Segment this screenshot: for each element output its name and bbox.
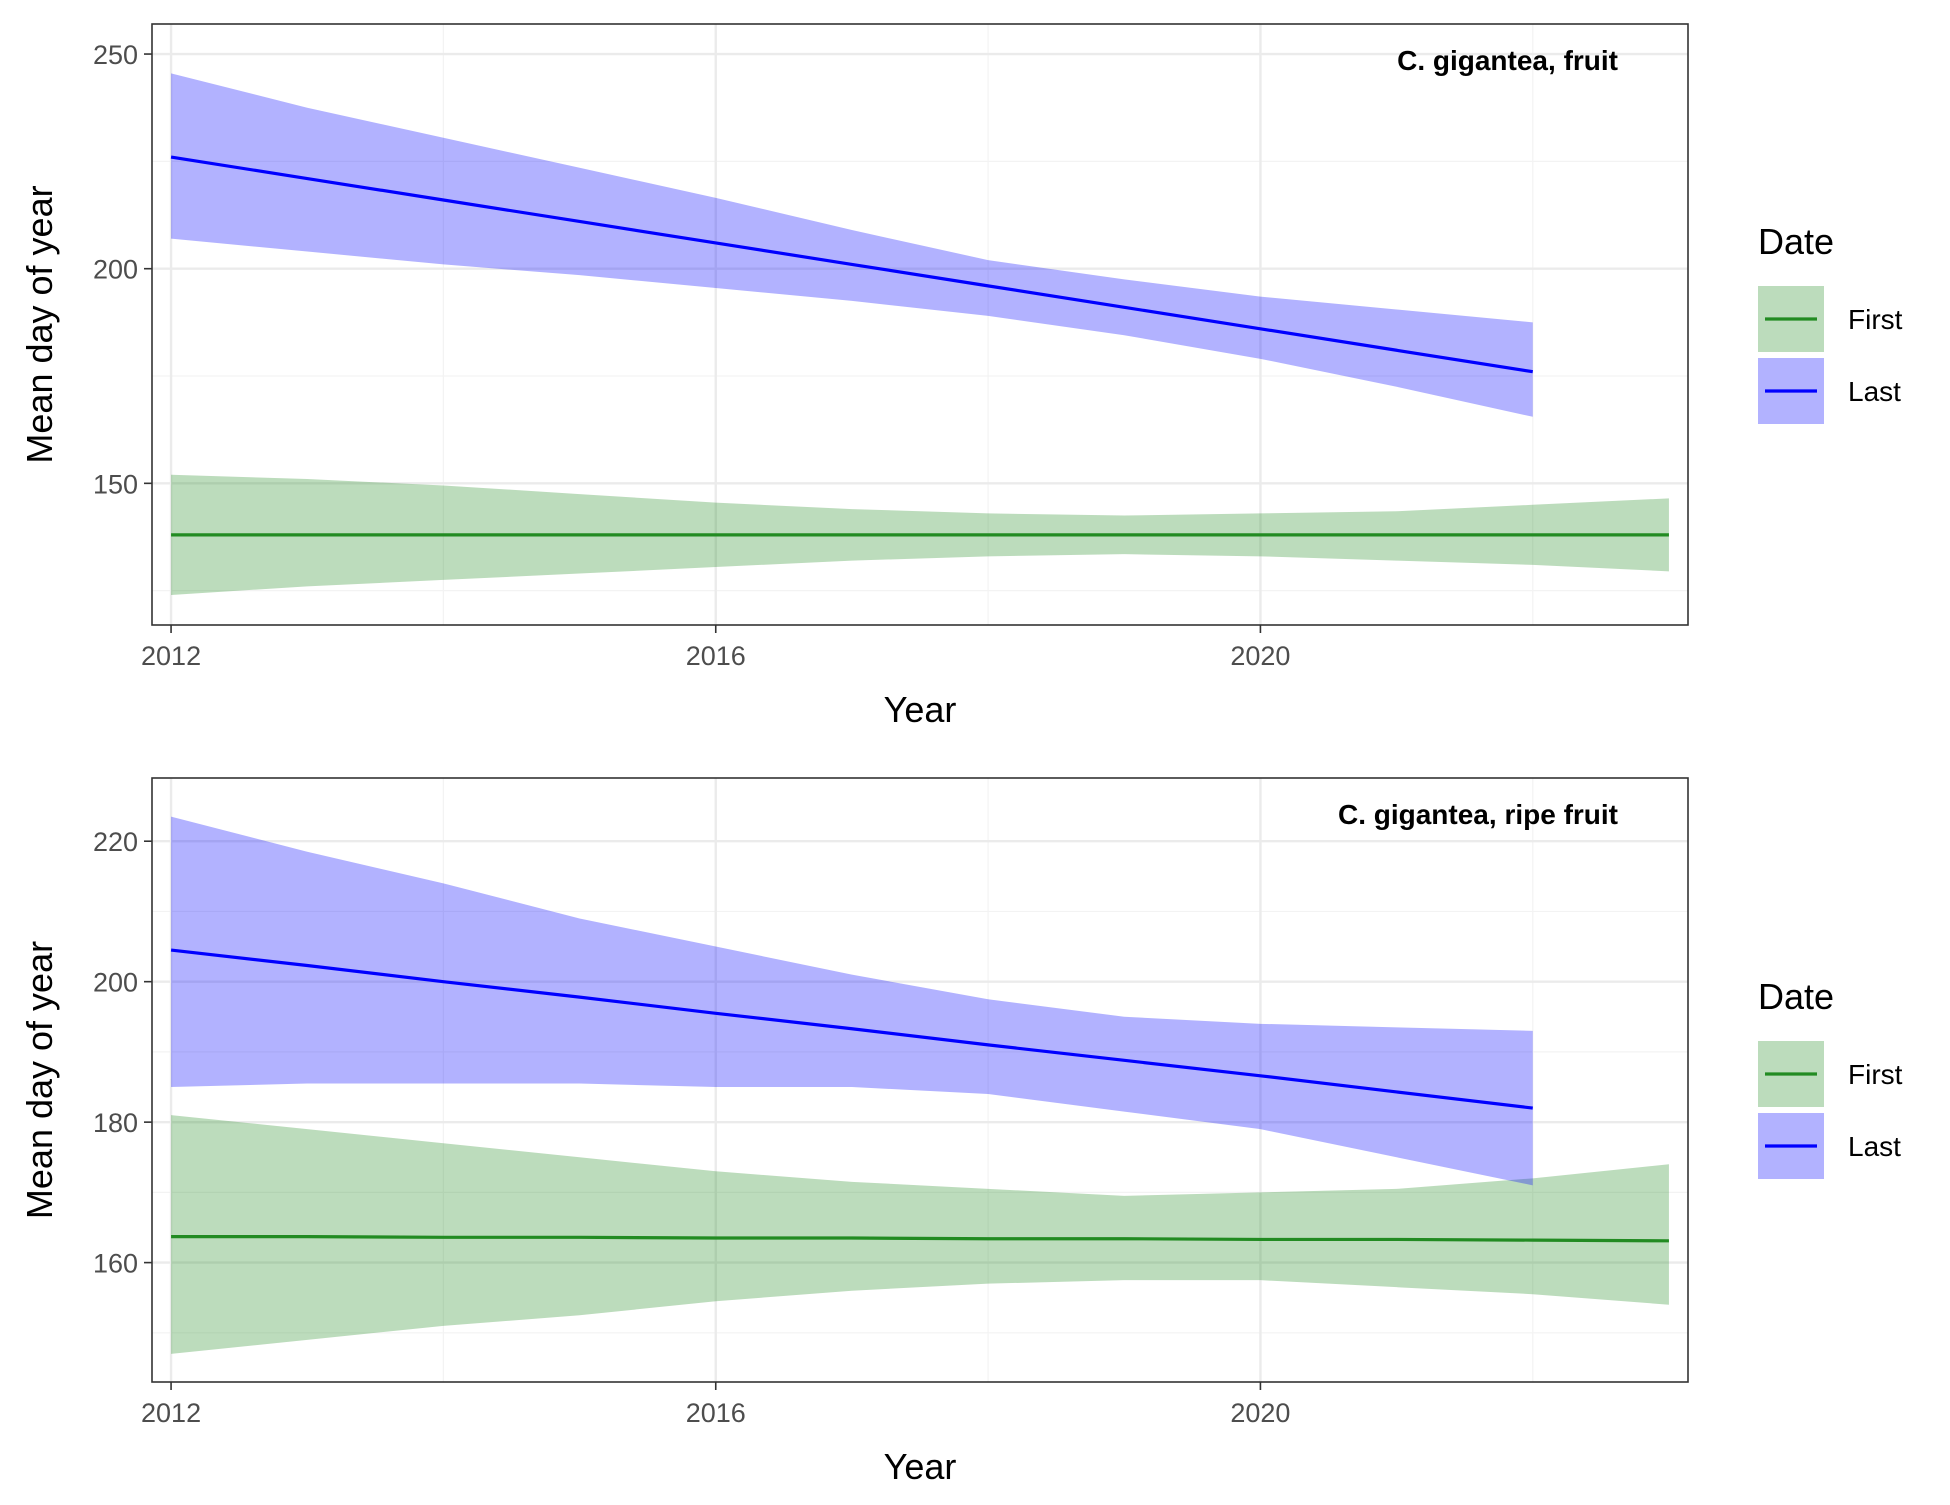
legend-title: Date (1758, 221, 1834, 262)
panel-title: C. gigantea, fruit (1397, 45, 1618, 76)
legend-label-last: Last (1848, 376, 1901, 407)
legend-label-last: Last (1848, 1131, 1901, 1162)
x-tick-label: 2012 (141, 1398, 201, 1428)
panel-border (151, 23, 1689, 626)
panel-2: 2012 2016 2020 160 180 200 220 Year Mean day of … (19, 777, 1903, 1487)
y-tick-label: 220 (93, 827, 138, 857)
grid (152, 778, 1688, 1382)
series-line-first (171, 1235, 1669, 1243)
y-tick-label: 180 (93, 1108, 138, 1138)
y-tick-label: 200 (93, 255, 138, 285)
legend: Date First Last (1758, 221, 1903, 424)
confidence-band-first (171, 1115, 1669, 1354)
confidence-band-last (171, 73, 1533, 417)
series-line-last (170, 948, 1533, 1110)
legend-title: Date (1758, 976, 1834, 1017)
x-axis-title: Year (884, 1446, 957, 1487)
x-tick-label: 2020 (1230, 1398, 1290, 1428)
grid (152, 24, 1688, 625)
legend: Date First Last (1758, 976, 1903, 1179)
x-axis-title: Year (884, 689, 957, 730)
legend-label-first: First (1848, 304, 1903, 335)
panel-1: 2012 2016 2020 150 200 250 Year Mean day of yea… (19, 23, 1903, 730)
x-tick-label: 2020 (1230, 641, 1290, 671)
panel-title: C. gigantea, ripe fruit (1338, 799, 1618, 830)
y-tick-label: 150 (93, 469, 138, 499)
confidence-band-last (171, 816, 1533, 1186)
x-tick-label: 2012 (141, 641, 201, 671)
y-axis-title: Mean day of year (19, 185, 60, 463)
y-tick-label: 160 (93, 1249, 138, 1279)
panel-border (151, 777, 1689, 1383)
y-axis-title: Mean day of year (19, 941, 60, 1219)
y-tick-label: 250 (93, 40, 138, 70)
legend-label-first: First (1848, 1059, 1903, 1090)
series-line-last (170, 155, 1534, 374)
y-tick-label: 200 (93, 968, 138, 998)
x-tick-label: 2016 (686, 1398, 746, 1428)
x-tick-label: 2016 (686, 641, 746, 671)
